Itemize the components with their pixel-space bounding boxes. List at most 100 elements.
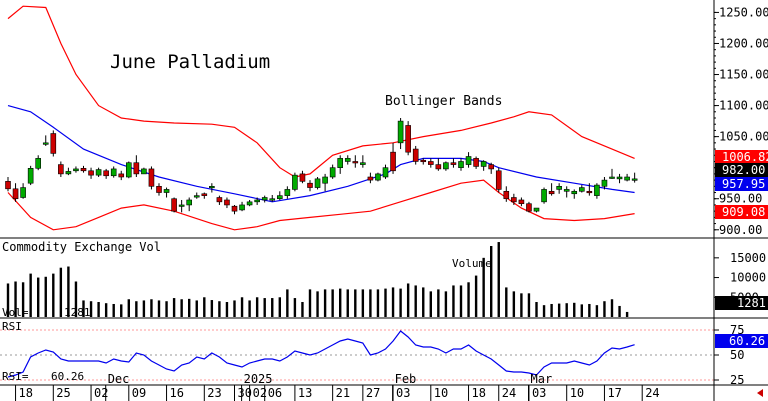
candle-body (360, 162, 366, 165)
candle-body (518, 199, 525, 205)
volume-bar (452, 285, 455, 317)
volume-bar (406, 283, 410, 317)
price-tick-label: 1150.00 (719, 68, 768, 82)
volume-bar (203, 297, 206, 317)
month-label: 2025 (244, 372, 273, 386)
volume-bar (610, 299, 614, 317)
rsi-last-value: 60.26 (51, 370, 84, 383)
volume-bar (97, 302, 100, 317)
date-tick-label: 17 (607, 386, 621, 400)
volume-bar (497, 242, 500, 317)
candle-body (65, 171, 72, 175)
volume-bar (67, 266, 70, 317)
rsi-tick-label: 25 (730, 373, 744, 387)
candle-body (193, 195, 200, 198)
candle-body (246, 201, 253, 206)
candle-body (480, 161, 487, 167)
volume-bar (14, 281, 17, 317)
price-label-text: 982.00 (722, 163, 765, 177)
volume-bar (384, 288, 387, 317)
volume-bar (512, 291, 516, 317)
volume-bar (157, 300, 161, 317)
candle-body (141, 168, 147, 175)
candle-body (133, 162, 140, 175)
date-tick-label: 16 (170, 386, 184, 400)
candle-body (526, 203, 532, 212)
date-tick-label: 25 (56, 386, 70, 400)
volume-bar (595, 305, 599, 317)
candle-body (412, 148, 419, 162)
rsi-panel-title: RSI (2, 320, 22, 333)
candle-body (337, 158, 344, 168)
candle-body (42, 142, 49, 145)
volume-bar (29, 273, 32, 317)
candle-body (465, 156, 472, 165)
date-tick-label: 18 (472, 386, 486, 400)
volume-bar (240, 297, 244, 317)
candle-body (578, 187, 585, 192)
volume-bar (376, 289, 380, 317)
price-tick-label: 1100.00 (719, 99, 768, 113)
volume-bar (37, 277, 40, 317)
candle-body (443, 162, 449, 170)
volume-bars (6, 242, 629, 317)
candle-body (118, 173, 125, 178)
volume-bar (210, 300, 214, 317)
date-tick-label: 10 (434, 386, 448, 400)
candle-body (299, 173, 306, 182)
candle-body (427, 161, 434, 165)
price-label-text: 957.95 (722, 177, 765, 191)
date-tick-label: 02 (253, 386, 267, 400)
candle-body (110, 168, 117, 177)
volume-bar (225, 302, 229, 317)
volume-bar (286, 289, 289, 317)
volume-bar (112, 303, 115, 317)
volume-bar (180, 299, 183, 317)
volume-bar (6, 283, 10, 317)
volume-bar (482, 257, 485, 317)
volume-bar (255, 297, 259, 317)
volume-bar (414, 285, 417, 317)
volume-bar (218, 301, 221, 317)
volume-label-box (715, 296, 768, 310)
candle-body (390, 151, 396, 172)
volume-bar (44, 276, 47, 317)
candle-body (231, 205, 238, 212)
volume-bar (361, 289, 365, 317)
date-tick-label: 30 (238, 386, 252, 400)
rsi-label-text: 60.26 (729, 334, 765, 348)
price-label-box (715, 163, 768, 177)
volume-bar (437, 289, 440, 317)
volume-bar (74, 281, 78, 317)
volume-bar (588, 303, 591, 317)
volume-bar (82, 300, 85, 317)
volume-bar (625, 311, 629, 317)
volume-bar (422, 287, 425, 317)
volume-bar (135, 301, 138, 317)
candle-body (216, 197, 223, 203)
volume-tick-label: 10000 (730, 271, 766, 285)
candle-body (171, 198, 177, 212)
volume-tick-label: 15000 (730, 251, 766, 265)
date-tick-label: 10 (570, 386, 584, 400)
candle-body (631, 178, 638, 181)
candle-body (329, 167, 336, 178)
candle-body (186, 199, 192, 206)
volume-bar (573, 302, 576, 317)
rsi-series-label: RSI= (2, 370, 29, 383)
date-tick-label: 06 (268, 386, 282, 400)
volume-bar (172, 298, 176, 317)
rsi-tick-label: 50 (730, 348, 744, 362)
price-label-box (715, 205, 768, 219)
volume-annotation: Volume (452, 257, 492, 270)
volume-bar (233, 300, 236, 317)
date-tick-label: 13 (298, 386, 312, 400)
volume-bar (354, 289, 357, 317)
volume-bar (565, 303, 568, 317)
candle-body (352, 161, 359, 164)
candle-body (50, 133, 57, 154)
grid-layer (0, 329, 714, 381)
date-tick-label: 24 (502, 386, 516, 400)
scroll-arrow-icon[interactable] (757, 389, 763, 397)
candle-body (563, 189, 570, 192)
